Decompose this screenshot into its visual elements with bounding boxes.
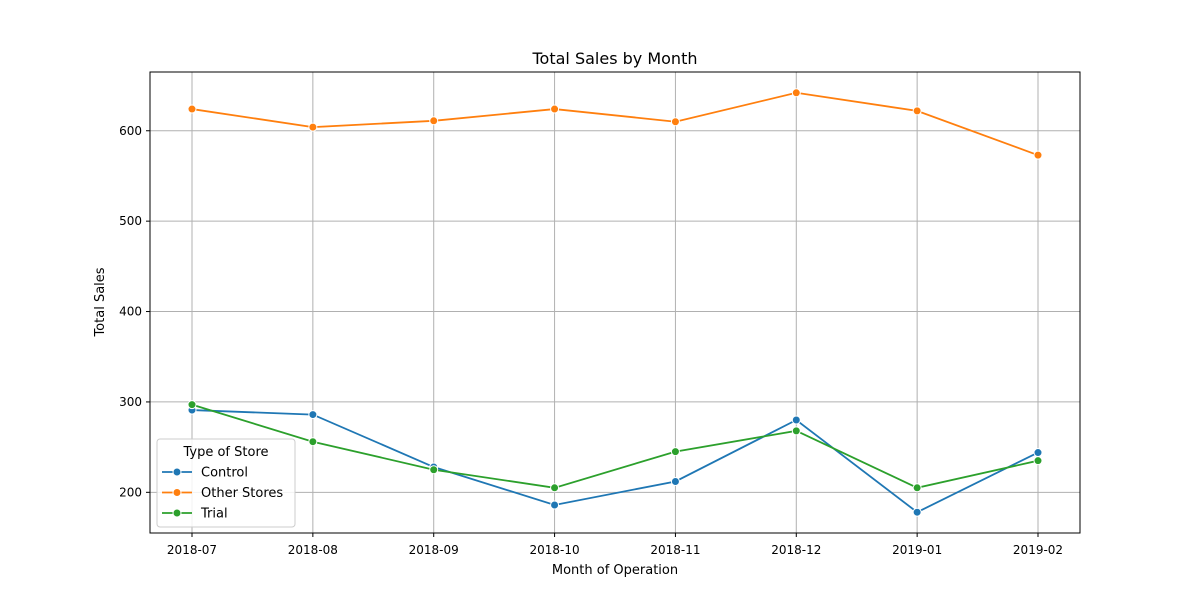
y-tick-label: 200 (119, 485, 142, 499)
x-tick-label: 2018-11 (650, 543, 700, 557)
series-control (187, 405, 1043, 517)
legend-swatch-marker (172, 467, 182, 477)
data-point-trial (791, 426, 801, 436)
x-axis-label: Month of Operation (552, 563, 678, 578)
x-tick-label: 2019-02 (1013, 543, 1063, 557)
x-tick-label: 2018-07 (167, 543, 217, 557)
legend-items: Control Other Stores Trial (162, 466, 283, 522)
data-point-trial (429, 465, 439, 475)
series-layer (187, 88, 1043, 517)
legend-item-other-stores: Other Stores (162, 486, 283, 501)
data-point-trial (670, 447, 680, 457)
chart-title: Total Sales by Month (532, 49, 698, 68)
series-other-stores (187, 88, 1043, 160)
legend-label: Trial (200, 507, 228, 522)
data-point-other-stores (429, 116, 439, 126)
legend-title: Type of Store (182, 445, 268, 460)
legend-label: Control (201, 466, 248, 481)
x-tick-label: 2018-12 (771, 543, 821, 557)
y-tick-label: 600 (119, 124, 142, 138)
legend-item-trial: Trial (162, 507, 228, 522)
x-tick-label: 2018-08 (288, 543, 338, 557)
legend-swatch-marker (172, 508, 182, 518)
plot-area-frame (149, 71, 1081, 534)
data-point-other-stores (308, 122, 318, 132)
y-tick-label: 400 (119, 305, 142, 319)
data-point-trial (187, 400, 197, 410)
series-line-trial (191, 403, 1039, 489)
data-point-control (308, 410, 318, 420)
legend: Type of Store Control Other Stores Trial (156, 438, 296, 528)
x-axis-ticks: 2018-07 2018-08 2018-09 2018-10 2018-11 2018-… (167, 533, 1063, 557)
data-point-trial (912, 483, 922, 493)
data-point-other-stores (912, 106, 922, 116)
legend-swatch-marker (172, 488, 182, 497)
data-point-control (791, 415, 801, 425)
data-point-other-stores (187, 104, 197, 114)
data-point-trial (308, 437, 318, 447)
series-trial (187, 400, 1043, 493)
x-tick-label: 2018-09 (409, 543, 459, 557)
data-point-other-stores (791, 88, 801, 98)
y-tick-label: 300 (119, 395, 142, 409)
legend-item-control: Control (162, 466, 248, 481)
x-tick-label: 2019-01 (892, 543, 942, 557)
series-line-control (191, 409, 1039, 514)
legend-label: Other Stores (201, 486, 283, 501)
data-point-trial (1033, 456, 1043, 466)
data-point-control (550, 500, 560, 510)
data-point-control (670, 476, 680, 486)
data-point-other-stores (1033, 150, 1043, 160)
series-line-other-stores (191, 91, 1039, 157)
legend-box (156, 438, 296, 528)
data-point-control (912, 507, 922, 517)
data-point-other-stores (550, 104, 560, 114)
y-axis-label: Total Sales (93, 267, 108, 337)
data-point-trial (550, 483, 560, 493)
data-point-other-stores (670, 117, 680, 127)
x-tick-label: 2018-10 (530, 543, 580, 557)
y-tick-label: 500 (119, 214, 142, 228)
y-axis-ticks: 200 300 400 500 600 (119, 124, 150, 499)
data-point-control (1033, 448, 1043, 458)
